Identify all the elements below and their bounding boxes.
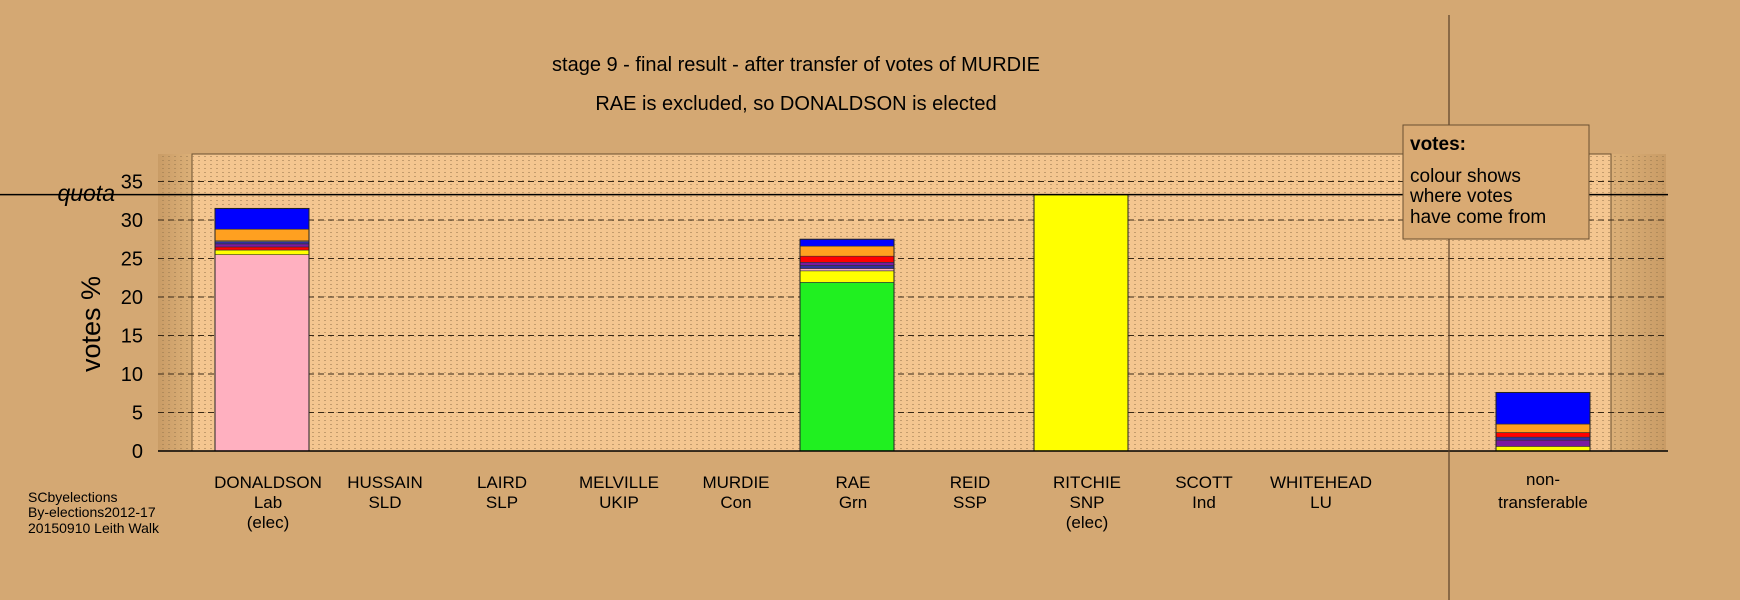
y-tick-label: 10: [121, 364, 143, 386]
legend-line: have come from: [1410, 207, 1546, 228]
candidate-name: HUSSAIN: [347, 473, 423, 492]
y-tick-label: 5: [132, 403, 143, 425]
candidate-bar-segment: [214, 246, 310, 251]
candidate-party: SNP: [1070, 493, 1105, 512]
nontransferable-bar-segment: [1495, 436, 1591, 441]
candidate-party: Lab: [254, 493, 282, 512]
y-tick-label: 35: [121, 172, 143, 194]
candidate-bar-segment: [799, 255, 895, 263]
candidate-bar-segment: [214, 208, 310, 230]
candidate-note: (elec): [247, 513, 290, 532]
candidate-name: MELVILLE: [579, 473, 659, 492]
candidate-name: MURDIE: [702, 473, 769, 492]
candidate-bar-segment: [214, 228, 310, 242]
candidate-party: Con: [720, 493, 751, 512]
chart-subtitle: RAE is excluded, so DONALDSON is elected: [595, 93, 996, 115]
candidate-bar-segment: [1033, 194, 1129, 452]
candidate-bar-segment: [214, 243, 310, 248]
candidate-bar-segment: [799, 245, 895, 257]
gridlines: [158, 181, 1668, 413]
y-axis-label: votes %: [76, 276, 106, 372]
y-tick-label: 15: [121, 326, 143, 348]
candidate-party: Grn: [839, 493, 867, 512]
legend-line: where votes: [1409, 186, 1512, 207]
candidate-party: SSP: [953, 493, 987, 512]
source-line: 20150910 Leith Walk: [28, 520, 160, 536]
candidate-bar-segment: [214, 241, 310, 245]
candidate-name: SCOTT: [1175, 473, 1233, 492]
candidate-party: Ind: [1192, 493, 1216, 512]
legend-box: [1402, 124, 1590, 240]
candidate-bar-segment: [799, 268, 895, 272]
source-line: By-elections2012-17: [28, 504, 156, 520]
legend-title: votes:: [1410, 134, 1466, 155]
legend: votes: colour shows where votes have com…: [1402, 124, 1590, 240]
y-tick-label: 0: [132, 441, 143, 463]
source-line: SCbyelections: [28, 489, 118, 505]
candidate-bar-segment: [799, 238, 895, 247]
nontransferable-bar-segment: [1495, 423, 1591, 433]
candidate-name: RITCHIE: [1053, 473, 1121, 492]
candidate-party: LU: [1310, 493, 1332, 512]
y-tick-label: 30: [121, 210, 143, 232]
candidate-bar-segment: [214, 254, 310, 452]
candidate-party: SLD: [368, 493, 401, 512]
candidate-bar-segment: [799, 270, 895, 283]
x-axis-labels: DONALDSONLab(elec)HUSSAINSLDLAIRDSLPMELV…: [214, 470, 1588, 532]
candidate-bar-segment: [799, 282, 895, 452]
nontransferable-bar-segment: [1495, 392, 1591, 425]
nontransferable-bar-segment: [1495, 432, 1591, 438]
candidate-bar-segment: [214, 249, 310, 255]
source-note: SCbyelections By-elections2012-17 201509…: [28, 489, 160, 536]
candidate-party: UKIP: [599, 493, 639, 512]
quota-label: quota: [57, 180, 115, 206]
candidate-name: DONALDSON: [214, 473, 322, 492]
nontransferable-bar-segment: [1495, 439, 1591, 447]
nontransferable-label: non-: [1526, 470, 1560, 489]
chart-title: stage 9 - final result - after transfer …: [552, 54, 1040, 76]
candidate-name: LAIRD: [477, 473, 527, 492]
candidate-name: RAE: [836, 473, 871, 492]
legend-line: colour shows: [1410, 166, 1521, 187]
y-tick-label: 20: [121, 287, 143, 309]
bars: [214, 194, 1591, 452]
candidate-name: WHITEHEAD: [1270, 473, 1372, 492]
y-axis: 0 5 10 15 20 25 30 35: [0, 172, 1668, 463]
candidate-bar-segment: [799, 265, 895, 269]
candidate-name: REID: [950, 473, 991, 492]
candidate-bar-segment: [799, 262, 895, 266]
nontransferable-label: transferable: [1498, 493, 1588, 512]
candidate-note: (elec): [1066, 513, 1109, 532]
y-tick-label: 25: [121, 249, 143, 271]
candidate-party: SLP: [486, 493, 518, 512]
